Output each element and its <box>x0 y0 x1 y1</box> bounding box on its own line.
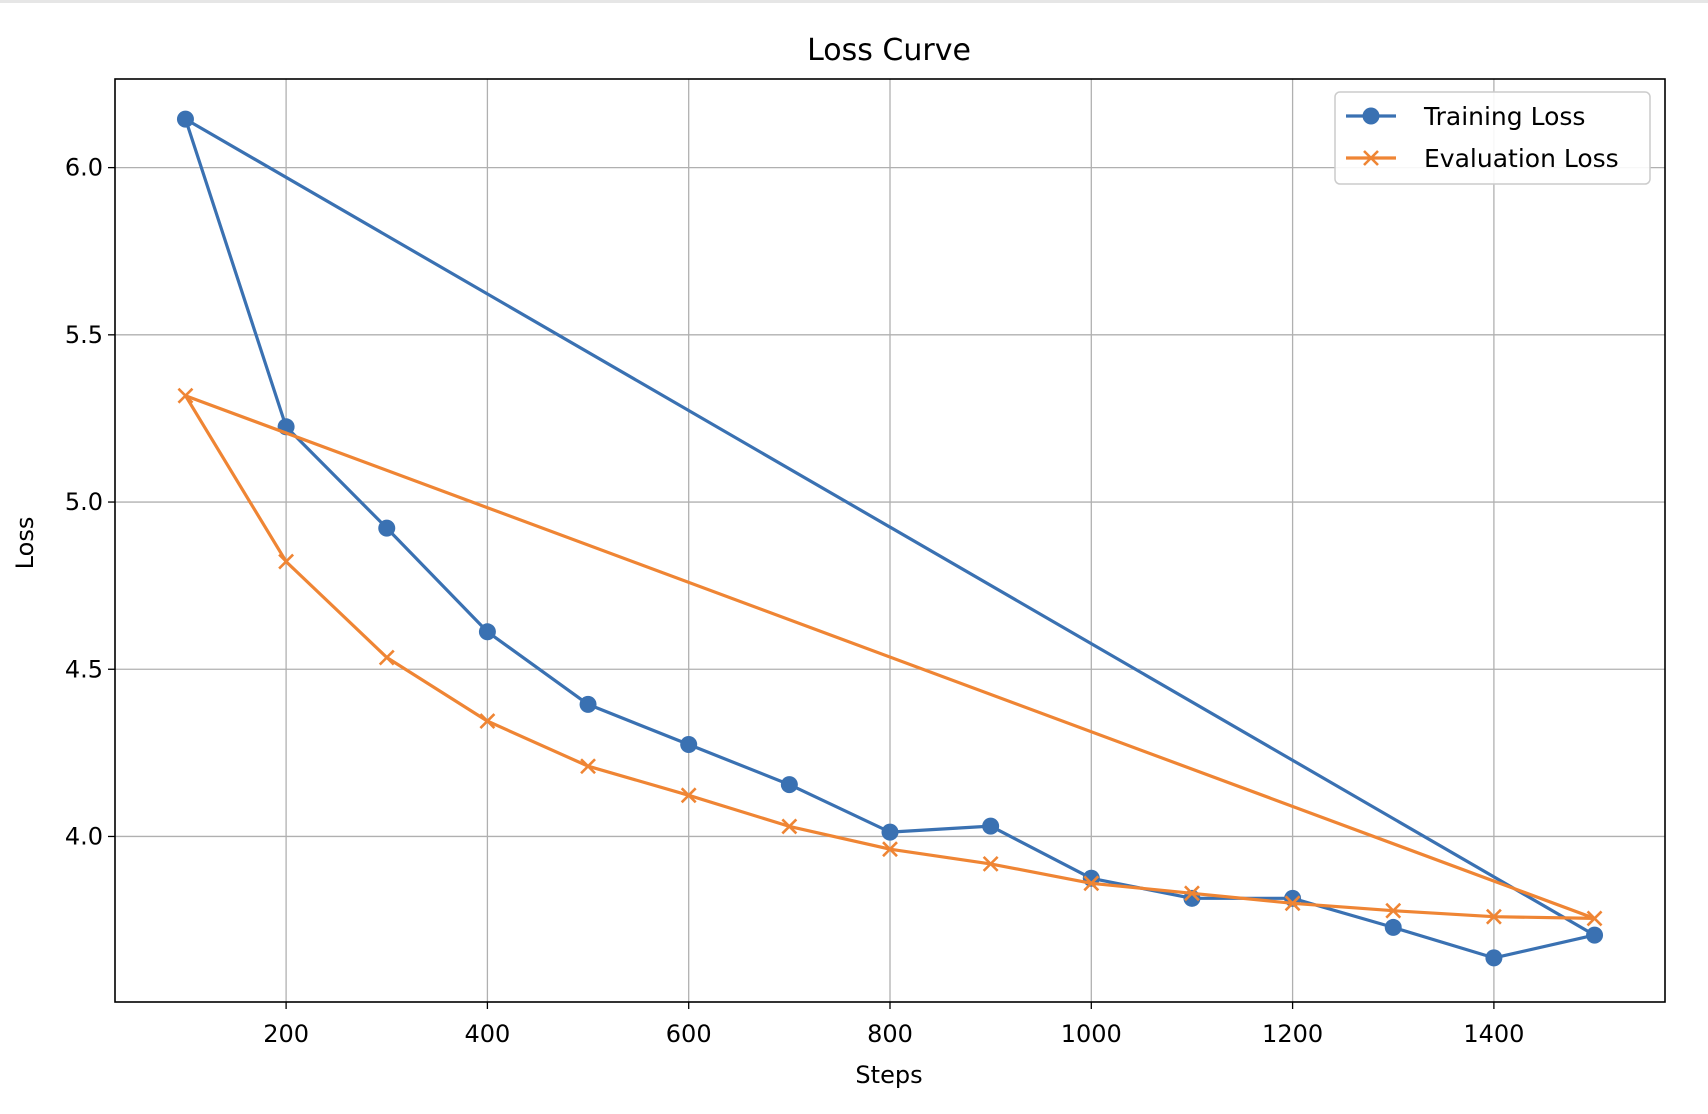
legend-marker <box>1363 150 1379 166</box>
x-tick-label: 1000 <box>1061 1020 1122 1048</box>
legend-entry: Evaluation Loss <box>1346 144 1619 173</box>
data-point <box>1485 949 1503 967</box>
data-point <box>1284 895 1301 912</box>
y-tick-label: 5.0 <box>65 488 103 516</box>
x-axis: 200 400 600 800 1000 1200 1400 <box>263 1002 1524 1048</box>
data-point <box>1385 902 1402 919</box>
data-point <box>378 519 396 537</box>
y-tick-label: 4.0 <box>65 822 103 850</box>
legend: Training Loss Evaluation Loss <box>1334 91 1651 185</box>
data-point <box>680 787 697 804</box>
data-point <box>378 649 395 666</box>
data-point <box>579 695 597 713</box>
data-point <box>478 623 496 641</box>
data-point <box>278 553 295 570</box>
data-point <box>1485 908 1502 925</box>
data-point <box>1184 885 1200 902</box>
data-point <box>680 735 698 753</box>
data-point <box>881 823 899 841</box>
data-point <box>882 841 898 858</box>
x-tick-label: 1400 <box>1463 1020 1524 1048</box>
legend-label: Training Loss <box>1423 102 1585 131</box>
data-point <box>1384 918 1402 936</box>
y-tick-label: 4.5 <box>65 655 103 683</box>
series-layer <box>176 110 1604 967</box>
y-tick-label: 5.5 <box>65 321 103 349</box>
data-point <box>580 758 596 775</box>
y-tick-label: 6.0 <box>65 154 103 182</box>
x-tick-label: 200 <box>263 1020 309 1048</box>
data-point <box>1586 926 1604 944</box>
data-point <box>479 713 496 730</box>
x-tick-label: 400 <box>464 1020 510 1048</box>
chart-title: Loss Curve <box>807 33 971 68</box>
data-point <box>982 817 1000 835</box>
data-point <box>1586 910 1603 927</box>
data-point <box>780 776 798 794</box>
x-axis-label: Steps <box>855 1061 922 1089</box>
series-line <box>183 117 1597 960</box>
legend-entry: Training Loss <box>1346 102 1585 131</box>
x-tick-label: 800 <box>867 1020 913 1048</box>
data-point <box>781 818 798 835</box>
y-axis-label: Loss <box>11 517 39 570</box>
x-tick-label: 1200 <box>1262 1020 1323 1048</box>
data-point <box>982 855 999 872</box>
series-training-loss <box>176 110 1604 967</box>
series-line <box>183 394 1597 921</box>
series-evaluation-loss <box>177 387 1603 927</box>
data-point <box>176 110 194 128</box>
legend-label: Evaluation Loss <box>1424 144 1619 173</box>
legend-marker <box>1362 107 1380 125</box>
data-point <box>1083 875 1100 892</box>
grid-lines <box>115 79 1665 1002</box>
top-border <box>0 0 1708 3</box>
legend-box <box>1334 91 1651 185</box>
x-tick-label: 600 <box>666 1020 712 1048</box>
y-axis: 4.0 4.5 5.0 5.5 6.0 <box>65 154 115 850</box>
data-point <box>177 387 194 404</box>
